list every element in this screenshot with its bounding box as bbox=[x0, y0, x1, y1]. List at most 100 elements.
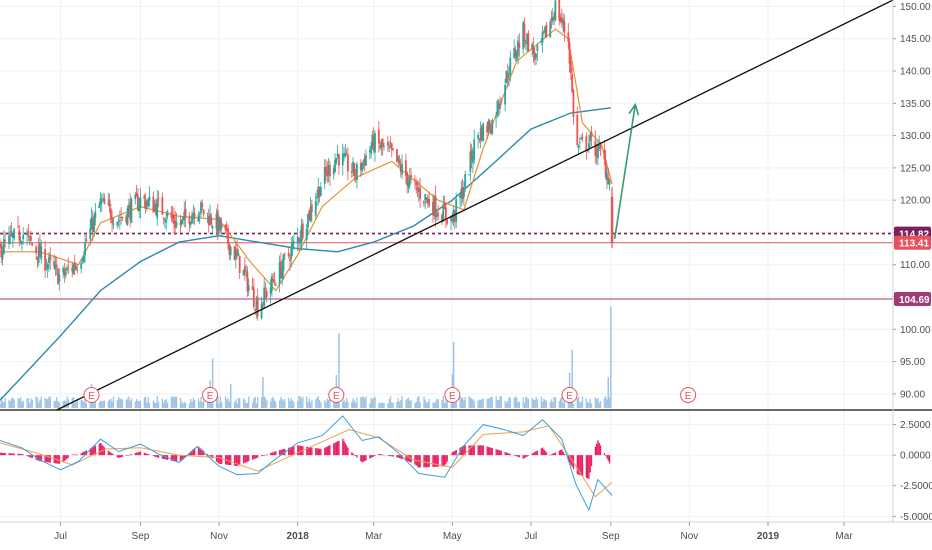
volume-bar bbox=[543, 398, 545, 408]
volume-bar bbox=[288, 397, 290, 408]
macd-histogram-bar bbox=[143, 452, 146, 456]
volume-bar bbox=[370, 397, 372, 408]
macd-histogram-bar bbox=[360, 455, 362, 462]
macd-histogram-bar bbox=[308, 447, 310, 456]
candle-body bbox=[80, 263, 83, 269]
time-axis-label: Nov bbox=[681, 531, 699, 542]
volume-bar bbox=[505, 402, 508, 408]
candle-body bbox=[472, 157, 474, 163]
candle-body bbox=[417, 190, 420, 193]
candle-body bbox=[335, 157, 338, 164]
volume-bar bbox=[347, 401, 349, 408]
macd-histogram-bar bbox=[434, 455, 437, 467]
time-axis-label: 2019 bbox=[757, 531, 780, 542]
macd-histogram-bar bbox=[397, 455, 399, 458]
volume-bar bbox=[260, 396, 263, 408]
macd-histogram-bar bbox=[562, 451, 564, 456]
candle-body bbox=[207, 216, 210, 226]
macd-histogram-bar bbox=[588, 455, 590, 479]
macd-histogram-bar bbox=[4, 453, 6, 456]
candle-body bbox=[446, 219, 449, 224]
volume-bar bbox=[523, 402, 526, 408]
volume-bar bbox=[173, 396, 175, 408]
macd-histogram-bar bbox=[299, 445, 301, 456]
macd-histogram-bar bbox=[513, 455, 515, 456]
macd-histogram-bar bbox=[163, 455, 165, 460]
candle-body bbox=[157, 197, 160, 199]
volume-bar bbox=[317, 396, 319, 408]
projection-arrow-head bbox=[628, 102, 640, 116]
macd-histogram-bar bbox=[352, 453, 354, 456]
macd-histogram-bar bbox=[12, 453, 14, 456]
volume-bar bbox=[344, 402, 347, 408]
candle-body bbox=[103, 198, 106, 205]
macd-histogram-bar bbox=[217, 455, 219, 463]
candle-body bbox=[390, 143, 393, 150]
macd-histogram-bar bbox=[450, 454, 452, 456]
macd-histogram-bar bbox=[532, 452, 535, 456]
candle-body bbox=[563, 21, 566, 32]
candle-body bbox=[414, 180, 416, 181]
volume-bar bbox=[554, 397, 557, 408]
candle-body bbox=[254, 309, 257, 311]
macd-histogram-bar bbox=[288, 447, 290, 456]
volume-bar bbox=[29, 403, 31, 408]
candle-body bbox=[165, 219, 168, 223]
candle-body bbox=[71, 267, 74, 272]
macd-histogram-bar bbox=[590, 455, 593, 466]
candle-body bbox=[98, 205, 101, 208]
candle-body bbox=[242, 269, 245, 276]
long-moving-average bbox=[0, 107, 611, 401]
candle-body bbox=[316, 196, 318, 199]
volume-bar bbox=[197, 398, 200, 408]
volume-bar bbox=[531, 398, 533, 408]
macd-histogram-bar bbox=[334, 442, 336, 456]
candle-body bbox=[264, 291, 267, 293]
volume-bar bbox=[379, 402, 381, 408]
macd-histogram-bar bbox=[116, 455, 118, 458]
macd-histogram-bar bbox=[152, 455, 155, 457]
volume-bar bbox=[329, 399, 331, 408]
macd-histogram-bar bbox=[311, 447, 313, 456]
candle-body bbox=[532, 46, 535, 55]
candle-body bbox=[161, 197, 164, 215]
volume-bar bbox=[148, 403, 151, 408]
volume-bar bbox=[99, 400, 102, 408]
volume-bar bbox=[183, 401, 185, 408]
volume-bar bbox=[373, 398, 375, 408]
macd-histogram-bar bbox=[568, 455, 571, 463]
macd-histogram-bar bbox=[526, 455, 528, 457]
volume-bar bbox=[491, 397, 493, 408]
volume-bar bbox=[208, 402, 210, 408]
volume-bar bbox=[407, 397, 410, 408]
candle-body bbox=[155, 203, 157, 215]
candle-body bbox=[533, 52, 536, 60]
volume-bar bbox=[534, 400, 536, 408]
volume-bar bbox=[66, 396, 68, 408]
volume-bar bbox=[152, 400, 155, 408]
volume-bar bbox=[112, 396, 115, 408]
macd-histogram-bar bbox=[293, 446, 295, 456]
candle-body bbox=[125, 215, 128, 223]
volume-bar bbox=[471, 398, 473, 408]
volume-bar bbox=[17, 398, 19, 408]
macd-histogram-bar bbox=[201, 449, 204, 456]
macd-histogram-bar bbox=[577, 455, 580, 475]
macd-histogram-bar bbox=[233, 455, 236, 466]
macd-histogram-bar bbox=[589, 455, 591, 473]
candle-body bbox=[227, 228, 229, 245]
volume-bar bbox=[8, 399, 10, 408]
volume-bar bbox=[598, 402, 600, 408]
volume-bar bbox=[419, 402, 421, 408]
trendline-group bbox=[56, 0, 894, 411]
candle-body bbox=[171, 214, 174, 219]
volume-bar bbox=[297, 401, 299, 408]
candle-body bbox=[256, 297, 259, 317]
candle-body bbox=[415, 182, 418, 186]
candle-body bbox=[361, 162, 363, 172]
short-moving-average bbox=[0, 28, 613, 292]
candle-body bbox=[263, 287, 266, 307]
macd-histogram-bar bbox=[117, 455, 120, 459]
volume-bar bbox=[454, 402, 456, 408]
macd-histogram-bar bbox=[230, 455, 232, 466]
